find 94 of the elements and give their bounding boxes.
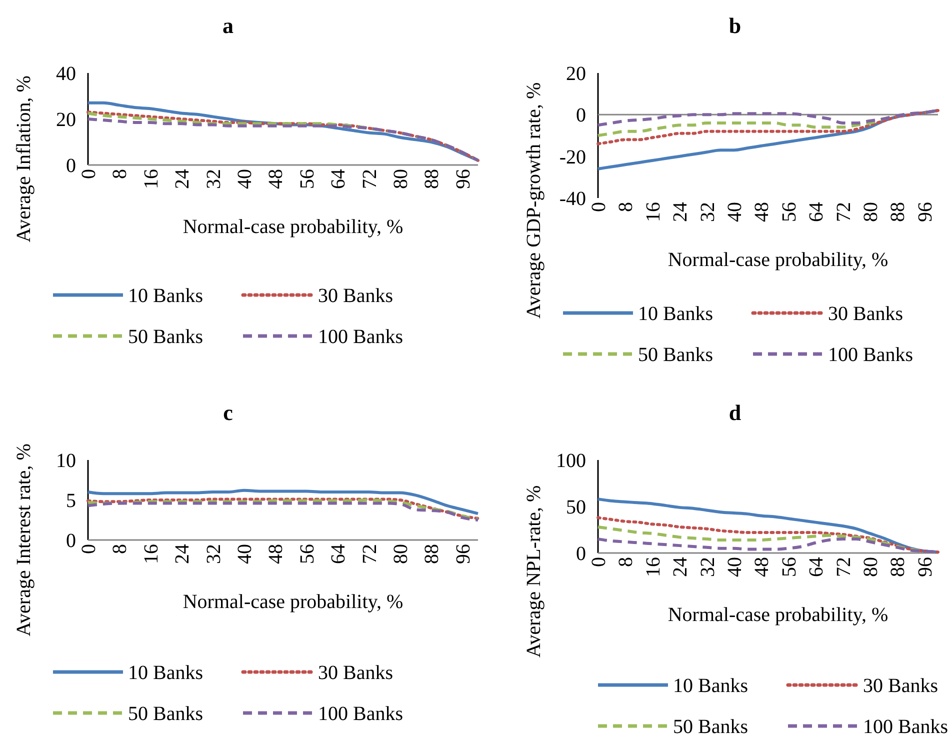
x-tick-label: 8 [109, 544, 132, 554]
legend-label: 100 Banks [828, 344, 914, 366]
x-tick-label: 72 [358, 169, 381, 189]
x-tick-label: 24 [172, 544, 194, 564]
legend-label: 10 Banks [128, 662, 204, 684]
x-tick-label: 16 [642, 202, 664, 222]
legend-label: 30 Banks [318, 285, 394, 307]
legend-label: 100 Banks [318, 326, 404, 348]
x-tick-label: 80 [860, 557, 882, 577]
x-tick-label: 16 [140, 169, 162, 189]
x-tick-label: 64 [806, 202, 828, 222]
chart-title: c [223, 400, 234, 425]
x-tick-label: 56 [296, 169, 318, 189]
y-tick-label: -40 [559, 188, 586, 210]
x-tick-label: 56 [296, 544, 318, 564]
x-tick-label: 88 [887, 202, 910, 222]
chart-title: a [222, 13, 234, 38]
x-tick-label: 72 [358, 544, 381, 564]
x-tick-label: 24 [670, 557, 692, 577]
x-axis-title: Normal-case probability, % [668, 604, 888, 626]
legend-label: 50 Banks [128, 326, 204, 348]
x-tick-label: 48 [265, 544, 288, 564]
line-series [596, 109, 940, 146]
x-axis-title: Normal-case probability, % [668, 249, 888, 271]
legend-label: 50 Banks [638, 344, 714, 366]
x-tick-label: 96 [452, 544, 474, 564]
x-tick-label: 56 [778, 202, 800, 222]
y-tick-label: 20 [566, 63, 586, 85]
x-tick-label: 32 [202, 544, 225, 564]
x-tick-label: 80 [860, 202, 882, 222]
x-tick-label: 48 [265, 169, 288, 189]
x-tick-label: 56 [778, 557, 800, 577]
legend-label: 10 Banks [638, 303, 714, 325]
x-tick-label: 48 [751, 202, 774, 222]
y-axis-title: Average Inflation, % [13, 76, 35, 242]
legend-label: 10 Banks [673, 675, 748, 697]
y-tick-label: 20 [56, 109, 76, 131]
x-tick-label: 0 [78, 169, 100, 179]
x-tick-label: 32 [696, 557, 719, 577]
line-series [596, 498, 940, 554]
x-tick-label: 40 [234, 544, 256, 564]
x-tick-label: 8 [615, 557, 638, 567]
y-tick-label: 0 [576, 104, 586, 127]
legend-label: 50 Banks [673, 716, 748, 738]
x-tick-label: 16 [642, 557, 664, 577]
legend-label: 50 Banks [128, 703, 204, 725]
x-axis-title: Normal-case probability, % [182, 216, 404, 238]
x-tick-label: 88 [421, 544, 444, 564]
legend-label: 30 Banks [828, 303, 904, 325]
x-tick-label: 64 [806, 557, 828, 577]
x-tick-label: 48 [751, 557, 774, 577]
x-tick-label: 32 [696, 202, 719, 222]
x-tick-label: 80 [390, 169, 412, 189]
chart-title: b [728, 13, 742, 38]
x-tick-label: 64 [328, 544, 350, 564]
x-tick-label: 24 [172, 169, 194, 189]
y-axis-title: Average Interest rate, % [13, 444, 35, 636]
legend-label: 30 Banks [863, 675, 938, 697]
x-tick-label: 88 [887, 557, 910, 577]
x-tick-label: 24 [670, 202, 692, 222]
y-tick-label: 100 [556, 450, 586, 472]
line-series [86, 488, 480, 516]
legend-label: 100 Banks [318, 703, 404, 725]
y-tick-label: -20 [559, 146, 586, 168]
y-axis-title: Average NPL-rate, % [523, 485, 545, 658]
y-tick-label: 10 [56, 450, 76, 472]
line-series [596, 516, 940, 554]
x-tick-label: 96 [914, 557, 936, 577]
y-tick-label: 40 [56, 63, 76, 85]
x-tick-label: 0 [78, 544, 100, 554]
x-tick-label: 40 [234, 169, 256, 189]
x-tick-label: 8 [615, 202, 638, 212]
legend-label: 100 Banks [863, 716, 948, 738]
x-tick-label: 88 [421, 169, 444, 189]
y-axis-title: Average GDP-growth rate, % [523, 82, 545, 319]
y-tick-label: 5 [66, 490, 76, 512]
x-tick-label: 72 [832, 557, 855, 577]
y-tick-label: 50 [566, 496, 586, 518]
x-tick-label: 80 [390, 544, 412, 564]
x-tick-label: 32 [202, 169, 225, 189]
legend-label: 10 Banks [128, 285, 204, 307]
legend-label: 30 Banks [318, 662, 394, 684]
chart-title: d [728, 400, 742, 425]
x-tick-label: 64 [328, 169, 350, 189]
x-tick-label: 0 [588, 557, 610, 567]
x-tick-label: 8 [109, 169, 132, 179]
x-tick-label: 96 [452, 169, 474, 189]
x-tick-label: 0 [588, 202, 610, 212]
x-tick-label: 96 [914, 202, 936, 222]
x-tick-label: 40 [724, 557, 746, 577]
x-axis-title: Normal-case probability, % [182, 591, 404, 613]
x-tick-label: 40 [724, 202, 746, 222]
x-tick-label: 72 [832, 202, 855, 222]
x-tick-label: 16 [140, 544, 162, 564]
